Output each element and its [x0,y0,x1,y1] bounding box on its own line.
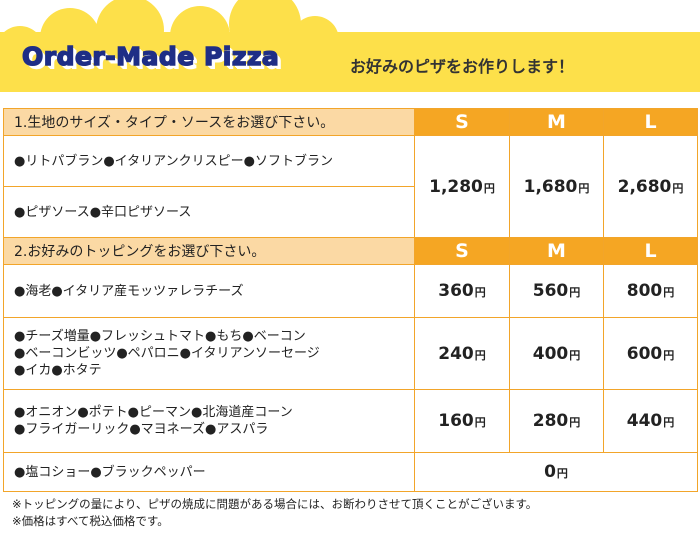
footnote: ※トッピングの量により、ピザの焼成に問題がある場合には、お断わりさせて頂くことが… [12,497,538,511]
header-band [0,32,700,92]
size-l-header: L [603,108,698,136]
price-s: 160円 [414,389,510,453]
price-s: 1,280円 [414,135,510,238]
item-line: ●海老●イタリア産モッツァレラチーズ [14,283,244,299]
section2-title: 2.お好みのトッピングをお選び下さい。 [3,237,415,265]
topping-group-4: ●塩コショー●ブラックペッパー [3,452,415,492]
price-table: 1.生地のサイズ・タイプ・ソースをお選び下さい。 S M L ●リトパブラン●イ… [3,108,698,492]
item-line: ●ピザソース●辛口ピザソース [14,204,192,220]
table-row: ●塩コショー●ブラックペッパー 0円 [3,452,698,492]
item-line: ●イカ●ホタテ [14,363,102,378]
item-line: ●ベーコンビッツ●ペパロニ●イタリアンソーセージ [14,346,320,361]
size-l-header: L [603,237,698,265]
price-m: 400円 [509,317,604,390]
price-m: 280円 [509,389,604,453]
price-m: 560円 [509,264,604,318]
section2-header-row: 2.お好みのトッピングをお選び下さい。 S M L [3,237,698,265]
price-s: 360円 [414,264,510,318]
section1-header-row: 1.生地のサイズ・タイプ・ソースをお選び下さい。 S M L [3,108,698,136]
item-line: ●チーズ増量●フレッシュトマト●もち●ベーコン [14,329,306,344]
section1-title: 1.生地のサイズ・タイプ・ソースをお選び下さい。 [3,108,415,136]
dough-type-cell: ●リトパブラン●イタリアンクリスピー●ソフトブラン [3,135,415,187]
size-m-header: M [509,108,604,136]
sauce-cell: ●ピザソース●辛口ピザソース [3,186,415,238]
size-s-header: S [414,237,510,265]
page-title: Order-Made Pizza [21,41,280,72]
size-m-header: M [509,237,604,265]
footnote: ※価格はすべて税込価格です。 [12,514,169,528]
table-row: ●リトパブラン●イタリアンクリスピー●ソフトブラン 1,280円 1,680円 … [3,135,698,238]
table-row: ●オニオン●ポテト●ピーマン●北海道産コーン ●フライガーリック●マヨネーズ●ア… [3,389,698,453]
price-l: 600円 [603,317,698,390]
size-s-header: S [414,108,510,136]
topping-group-1: ●海老●イタリア産モッツァレラチーズ [3,264,415,318]
table-row: ●チーズ増量●フレッシュトマト●もち●ベーコン ●ベーコンビッツ●ペパロニ●イタ… [3,317,698,390]
item-line: ●リトパブラン●イタリアンクリスピー●ソフトブラン [14,153,333,169]
price-all-sizes: 0円 [414,452,698,492]
item-line: ●フライガーリック●マヨネーズ●アスパラ [14,422,269,437]
price-s: 240円 [414,317,510,390]
price-l: 800円 [603,264,698,318]
footnotes: ※トッピングの量により、ピザの焼成に問題がある場合には、お断わりさせて頂くことが… [12,496,537,530]
table-row: ●海老●イタリア産モッツァレラチーズ 360円 560円 800円 [3,264,698,318]
price-l: 440円 [603,389,698,453]
item-line: ●オニオン●ポテト●ピーマン●北海道産コーン [14,405,293,420]
table-row: ●ピザソース●辛口ピザソース [3,186,698,238]
price-l: 2,680円 [603,135,698,238]
topping-group-2: ●チーズ増量●フレッシュトマト●もち●ベーコン ●ベーコンビッツ●ペパロニ●イタ… [3,317,415,390]
price-m: 1,680円 [509,135,604,238]
page-subtitle: お好みのピザをお作りします！ [350,57,575,76]
item-line: ●塩コショー●ブラックペッパー [14,464,206,480]
topping-group-3: ●オニオン●ポテト●ピーマン●北海道産コーン ●フライガーリック●マヨネーズ●ア… [3,389,415,453]
